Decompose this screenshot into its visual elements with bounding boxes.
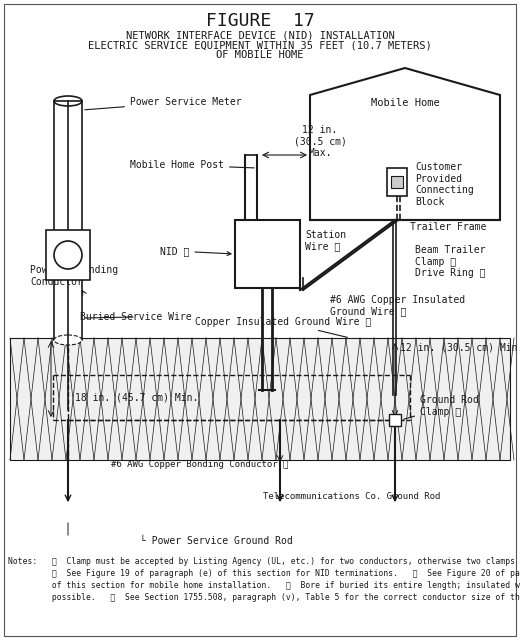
Text: 18 in. (45.7 cm) Min.: 18 in. (45.7 cm) Min.: [75, 392, 198, 402]
Bar: [389, 414, 401, 426]
Bar: [235, 220, 300, 288]
Text: Buried Service Wire: Buried Service Wire: [80, 312, 192, 322]
Bar: [46, 230, 90, 280]
Text: possible.   ⑤  See Section 1755.508, paragraph (v), Table 5 for the correct cond: possible. ⑤ See Section 1755.508, paragr…: [8, 593, 520, 602]
Bar: [387, 168, 407, 196]
Text: └ Power Service Ground Rod: └ Power Service Ground Rod: [140, 536, 293, 546]
Text: FIGURE  17: FIGURE 17: [205, 12, 315, 30]
Text: Power Service Meter: Power Service Meter: [85, 97, 242, 110]
Text: Station
Wire ③: Station Wire ③: [305, 230, 346, 252]
Ellipse shape: [54, 96, 82, 106]
Text: Telecommunications Co. Ground Rod: Telecommunications Co. Ground Rod: [263, 492, 440, 501]
Text: NETWORK INTERFACE DEVICE (NID) INSTALLATION: NETWORK INTERFACE DEVICE (NID) INSTALLAT…: [126, 30, 394, 40]
Text: 12 in.
(30.5 cm)
Max.: 12 in. (30.5 cm) Max.: [294, 125, 346, 158]
Bar: [391, 176, 403, 188]
Text: Copper Insulated Ground Wire ⑤: Copper Insulated Ground Wire ⑤: [195, 317, 371, 337]
Text: OF MOBILE HOME: OF MOBILE HOME: [216, 50, 304, 60]
Text: Beam Trailer
Clamp ③: Beam Trailer Clamp ③: [415, 245, 486, 267]
Polygon shape: [310, 68, 500, 220]
Text: Notes:   ①  Clamp must be accepted by Listing Agency (UL, etc.) for two conducto: Notes: ① Clamp must be accepted by Listi…: [8, 557, 520, 566]
Text: #6 AWG Copper Insulated
Ground Wire ③: #6 AWG Copper Insulated Ground Wire ③: [330, 295, 465, 317]
Text: Trailer Frame: Trailer Frame: [410, 222, 486, 232]
Text: Customer
Provided
Connecting
Block: Customer Provided Connecting Block: [415, 162, 474, 207]
Ellipse shape: [54, 241, 82, 269]
Ellipse shape: [54, 335, 82, 345]
Text: NID ②: NID ②: [160, 246, 231, 256]
Text: 12 in. (30.5 cm) Min.: 12 in. (30.5 cm) Min.: [400, 343, 520, 353]
Text: Mobile Home Post: Mobile Home Post: [130, 160, 254, 170]
Text: ②  See Figure 19 of paragraph (e) of this section for NID terminations.   ③  See: ② See Figure 19 of paragraph (e) of this…: [8, 569, 520, 578]
Bar: [54, 101, 82, 340]
Text: #6 AWG Copper Bonding Conductor ④: #6 AWG Copper Bonding Conductor ④: [111, 460, 289, 469]
Text: Ground Rod
Clamp ①: Ground Rod Clamp ①: [404, 396, 479, 419]
Text: Mobile Home: Mobile Home: [371, 98, 439, 108]
Bar: [10, 338, 510, 460]
Text: ELECTRIC SERVICE EQUIPMENT WITHIN 35 FEET (10.7 METERS): ELECTRIC SERVICE EQUIPMENT WITHIN 35 FEE…: [88, 40, 432, 50]
Text: of this section for mobile home installation.   ④  Bore if buried its entire len: of this section for mobile home installa…: [8, 581, 520, 590]
Text: Drive Ring ③: Drive Ring ③: [415, 268, 486, 278]
Text: Power Grounding
Conductor: Power Grounding Conductor: [30, 266, 118, 295]
